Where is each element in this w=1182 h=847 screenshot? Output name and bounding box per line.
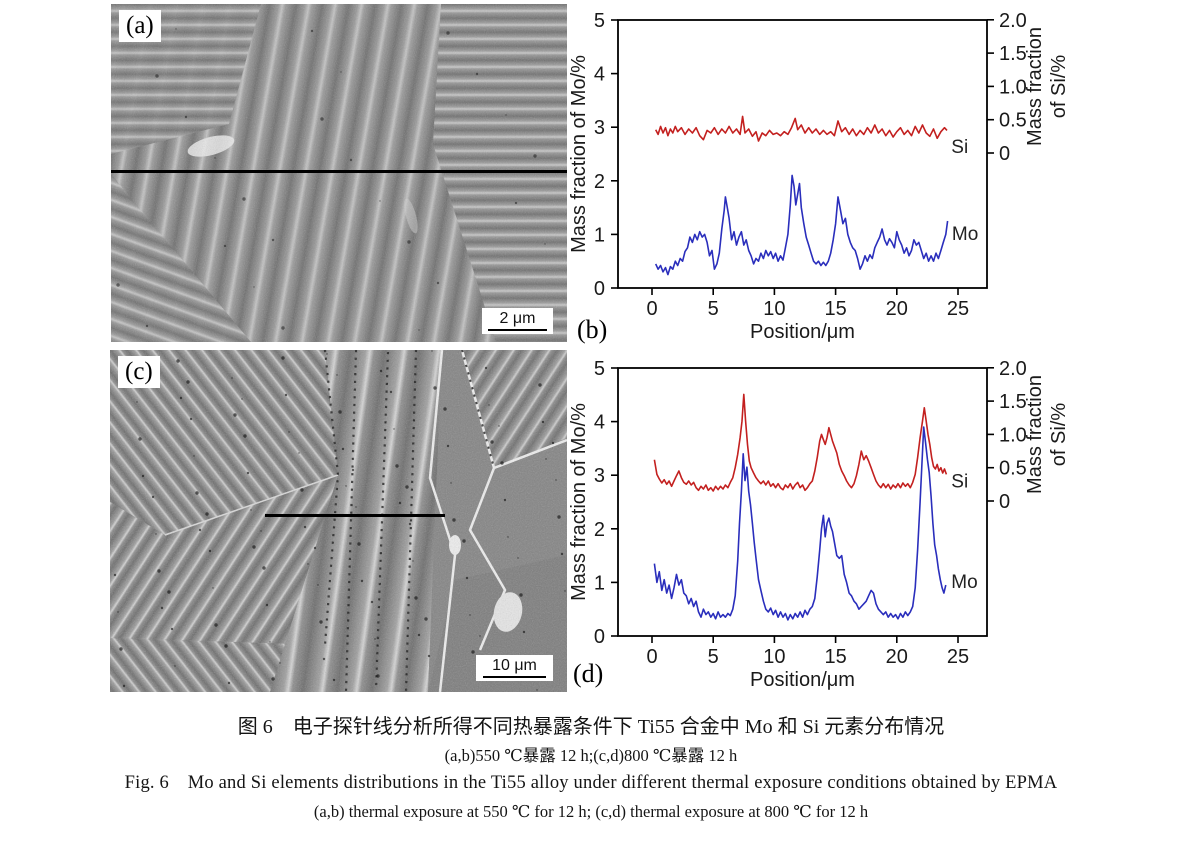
si-series-label-d: Si [951,472,968,493]
sem-texture-a [111,4,567,342]
svg-text:1: 1 [594,572,605,594]
svg-text:Position/μm: Position/μm [750,669,855,691]
svg-text:1: 1 [594,224,605,246]
svg-text:Mass fraction of Mo/%: Mass fraction of Mo/% [570,55,590,253]
mo-series-label-d: Mo [951,572,977,593]
line-chart-b: 0 5 10 15 20 25 0 1 2 3 4 5 0 0.5 1.0 1.5 2.0 Position/μm… [570,10,1070,343]
svg-text:0.5: 0.5 [999,110,1027,132]
svg-text:Mass fraction of Mo/%: Mass fraction of Mo/% [570,403,590,601]
svg-text:4: 4 [594,412,605,434]
chart-labels-d: 0 5 10 15 20 25 0 1 2 3 4 5 0 0.5 1.0 1.5 2.0 Position/μm… [570,358,1070,691]
svg-text:2.0: 2.0 [999,10,1027,32]
svg-text:of Si/%: of Si/% [1048,403,1070,467]
sem-texture-c [110,350,567,692]
svg-text:2: 2 [594,171,605,193]
svg-text:1.5: 1.5 [999,43,1027,65]
svg-text:3: 3 [594,465,605,487]
chart-ticks-d [611,366,994,643]
caption-cn-title: 图 6 电子探针线分析所得不同热暴露条件下 Ti55 合金中 Mo 和 Si 元… [237,716,945,738]
svg-text:Mass fraction: Mass fraction [1024,375,1046,494]
svg-text:1.0: 1.0 [999,76,1027,98]
chart-axes-d [617,367,988,637]
epma-scan-line-a [111,170,567,173]
svg-text:5: 5 [594,10,605,32]
svg-text:5: 5 [594,358,605,380]
si-series-line-b [654,115,948,142]
scale-bar-a-text: 2 μm [499,310,536,327]
panel-label-d: (d) [573,659,603,689]
line-chart-d: 0 5 10 15 20 25 0 1 2 3 4 5 0 0.5 1.0 1.5 2.0 Position/μm… [570,358,1070,691]
svg-text:0: 0 [646,298,657,320]
panel-label-c-text: (c) [125,358,153,385]
svg-text:4: 4 [594,64,605,86]
scale-bar-a-rule [488,329,547,331]
svg-text:25: 25 [947,646,969,668]
panel-label-d-text: (d) [573,659,604,688]
svg-text:15: 15 [824,646,846,668]
si-series-label-b: Si [951,137,968,158]
panel-label-a: (a) [119,10,161,42]
panel-label-a-text: (a) [126,12,154,39]
chart-labels-b: 0 5 10 15 20 25 0 1 2 3 4 5 0 0.5 1.0 1.5 2.0 Position/μm… [570,10,1070,343]
caption-cn-subtitle: (a,b)550 ℃暴露 12 h;(c,d)800 ℃暴露 12 h [444,746,738,765]
epma-scan-line-c [265,514,445,517]
svg-text:3: 3 [594,117,605,139]
svg-text:0.5: 0.5 [999,458,1027,480]
svg-text:25: 25 [947,298,969,320]
svg-text:10: 10 [763,646,785,668]
mo-series-line-d [653,426,947,621]
scale-bar-c: 10 μm [476,655,553,681]
svg-text:0: 0 [646,646,657,668]
si-series-line-d [653,393,948,492]
caption-en-subtitle: (a,b) thermal exposure at 550 ℃ for 12 h… [313,802,869,821]
sem-micrograph-c: (c) 10 μm [110,350,567,692]
scale-bar-a: 2 μm [482,308,553,334]
mo-series-line-b [654,174,949,276]
svg-text:5: 5 [708,298,719,320]
panel-label-b: (b) [577,315,607,345]
svg-text:5: 5 [708,646,719,668]
mo-series-label-b: Mo [952,224,978,245]
panel-label-b-text: (b) [577,315,608,344]
svg-text:10: 10 [763,298,785,320]
svg-text:0: 0 [999,143,1010,165]
svg-text:0: 0 [594,626,605,648]
svg-text:2: 2 [594,519,605,541]
svg-text:20: 20 [886,298,908,320]
svg-text:Mass fraction: Mass fraction [1024,27,1046,146]
svg-text:20: 20 [886,646,908,668]
svg-text:1.0: 1.0 [999,424,1027,446]
svg-text:of Si/%: of Si/% [1048,55,1070,119]
panel-label-c: (c) [118,356,160,388]
svg-text:1.5: 1.5 [999,391,1027,413]
svg-text:0: 0 [594,278,605,300]
scale-bar-c-rule [482,676,547,678]
svg-text:15: 15 [824,298,846,320]
figure-caption: 图 6 电子探针线分析所得不同热暴露条件下 Ti55 合金中 Mo 和 Si 元… [0,712,1182,825]
svg-text:Position/μm: Position/μm [750,321,855,343]
sem-micrograph-a: (a) 2 μm [111,4,567,342]
svg-text:0: 0 [999,491,1010,513]
chart-axes-b [617,19,988,289]
svg-text:2.0: 2.0 [999,358,1027,380]
scale-bar-c-text: 10 μm [492,657,537,674]
chart-ticks-b [611,18,994,295]
caption-en-title: Fig. 6 Mo and Si elements distributions … [124,773,1058,793]
